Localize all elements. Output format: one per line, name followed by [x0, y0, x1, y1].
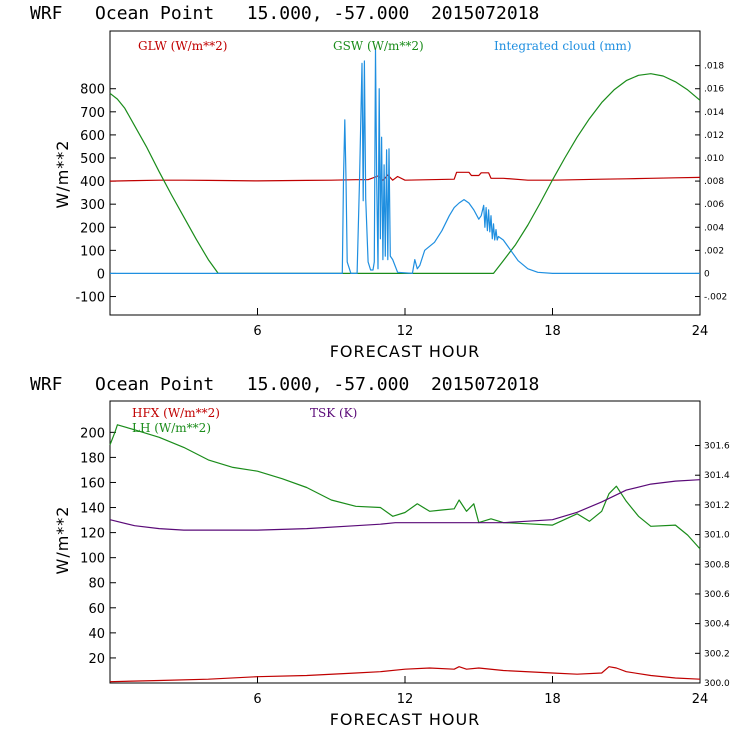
- chart-2-series: [109, 424, 701, 683]
- legend-integrated-cloud: Integrated cloud (mm): [494, 39, 632, 53]
- chart-2-y-tick-label: 180: [80, 451, 105, 466]
- chart-2-y-axis-label: W/m**2: [53, 506, 72, 575]
- chart-2-ticks: 6 12 18 24 20 40 60 80 100 120 140 160 180 200 300.0 30…: [80, 426, 730, 707]
- chart-1-y2-tick-label: .018: [704, 62, 724, 72]
- chart-2-y2-tick-label: 301.2: [704, 501, 730, 511]
- chart-1-x-tick-label: 6: [253, 324, 261, 339]
- chart-1-y-axis-label: W/m**2: [53, 140, 72, 209]
- chart-2-y-tick-label: 100: [80, 552, 105, 567]
- chart-2-y-tick-label: 120: [80, 527, 105, 542]
- chart-1-y2-tick-label: .008: [704, 177, 724, 187]
- chart-1-x-tick-label: 12: [397, 324, 414, 339]
- chart-2-y-tick-label: 80: [88, 577, 105, 592]
- legend-hfx: HFX (W/m**2): [132, 406, 220, 420]
- legend-lh: LH (W/m**2): [132, 421, 211, 435]
- chart-1-series: [109, 48, 701, 274]
- chart-2-x-tick-label: 6: [253, 692, 261, 707]
- chart-2-y-tick-label: 160: [80, 476, 105, 491]
- chart-1-y-tick-label: -100: [75, 291, 105, 306]
- chart-1-y-tick-label: 500: [80, 152, 105, 167]
- chart-2-series-lh-line: [109, 424, 701, 550]
- chart-1-y-tick-label: 700: [80, 106, 105, 121]
- chart-1-y2-tick-label: .002: [704, 246, 724, 256]
- chart-1-y2-tick-label: .006: [704, 200, 724, 210]
- chart-2-x-tick-label: 18: [544, 692, 561, 707]
- chart-1-y-tick-label: 400: [80, 175, 105, 190]
- chart-1-y2-tick-label: .012: [704, 131, 724, 141]
- chart-1-y2-tick-label: .014: [704, 108, 724, 118]
- chart-1-title: WRF Ocean Point 15.000, -57.000 20150720…: [30, 3, 539, 24]
- chart-1: WRF Ocean Point 15.000, -57.000 20150720…: [30, 3, 727, 361]
- chart-2-y-tick-label: 200: [80, 426, 105, 441]
- chart-1-y-tick-label: 600: [80, 129, 105, 144]
- chart-1-series-integrated-line: [110, 48, 700, 274]
- chart-2-y-tick-label: 60: [88, 602, 105, 617]
- chart-2-y-tick-label: 140: [80, 502, 105, 517]
- chart-1-y2-tick-label: -.002: [704, 293, 727, 303]
- chart-2-y-tick-label: 40: [88, 627, 105, 642]
- chart-1-series-glw-line: [109, 171, 701, 182]
- chart-1-y2-tick-label: .016: [704, 85, 724, 95]
- chart-2-x-tick-label: 24: [692, 692, 709, 707]
- chart-2-plot-frame: [109, 400, 701, 684]
- legend-gsw: GSW (W/m**2): [333, 39, 424, 53]
- legend-glw: GLW (W/m**2): [138, 39, 227, 53]
- chart-1-series-gsw-line: [109, 73, 701, 274]
- chart-2-y-tick-label: 20: [88, 652, 105, 667]
- chart-2-title: WRF Ocean Point 15.000, -57.000 20150720…: [30, 374, 539, 395]
- chart-2-y2-tick-label: 300.8: [704, 560, 730, 570]
- chart-1-ticks: 6 12 18 24 -100 0 100 200 300 400 500 600 700 800 -.00…: [75, 62, 727, 339]
- chart-2-series-tsk-line: [109, 479, 701, 531]
- chart-2-y2-tick-label: 300.2: [704, 649, 730, 659]
- chart-2: WRF Ocean Point 15.000, -57.000 20150720…: [30, 374, 730, 729]
- chart-1-y2-tick-label: .004: [704, 223, 724, 233]
- chart-2-y2-tick-label: 301.4: [704, 471, 730, 481]
- chart-1-y-tick-label: 200: [80, 221, 105, 236]
- chart-2-y2-tick-label: 300.0: [704, 679, 730, 689]
- chart-1-x-axis-label: FORECAST HOUR: [330, 342, 481, 361]
- chart-1-y-tick-label: 100: [80, 244, 105, 259]
- chart-2-y2-tick-label: 300.4: [704, 620, 730, 630]
- chart-1-y-tick-label: 0: [97, 267, 105, 282]
- chart-2-series-hfx-line: [109, 666, 701, 683]
- chart-1-x-tick-label: 24: [692, 324, 709, 339]
- chart-2-y2-tick-label: 300.6: [704, 590, 730, 600]
- chart-1-y-tick-label: 300: [80, 198, 105, 213]
- chart-2-x-tick-label: 12: [397, 692, 414, 707]
- chart-2-y2-tick-label: 301.6: [704, 442, 730, 452]
- legend-tsk: TSK (K): [310, 406, 357, 420]
- chart-2-y2-tick-label: 301.0: [704, 531, 730, 541]
- chart-1-y2-tick-label: 0: [704, 269, 710, 279]
- chart-1-y2-tick-label: .010: [704, 154, 724, 164]
- chart-1-x-tick-label: 18: [544, 324, 561, 339]
- chart-2-x-axis-label: FORECAST HOUR: [330, 710, 481, 729]
- chart-1-y-tick-label: 800: [80, 83, 105, 98]
